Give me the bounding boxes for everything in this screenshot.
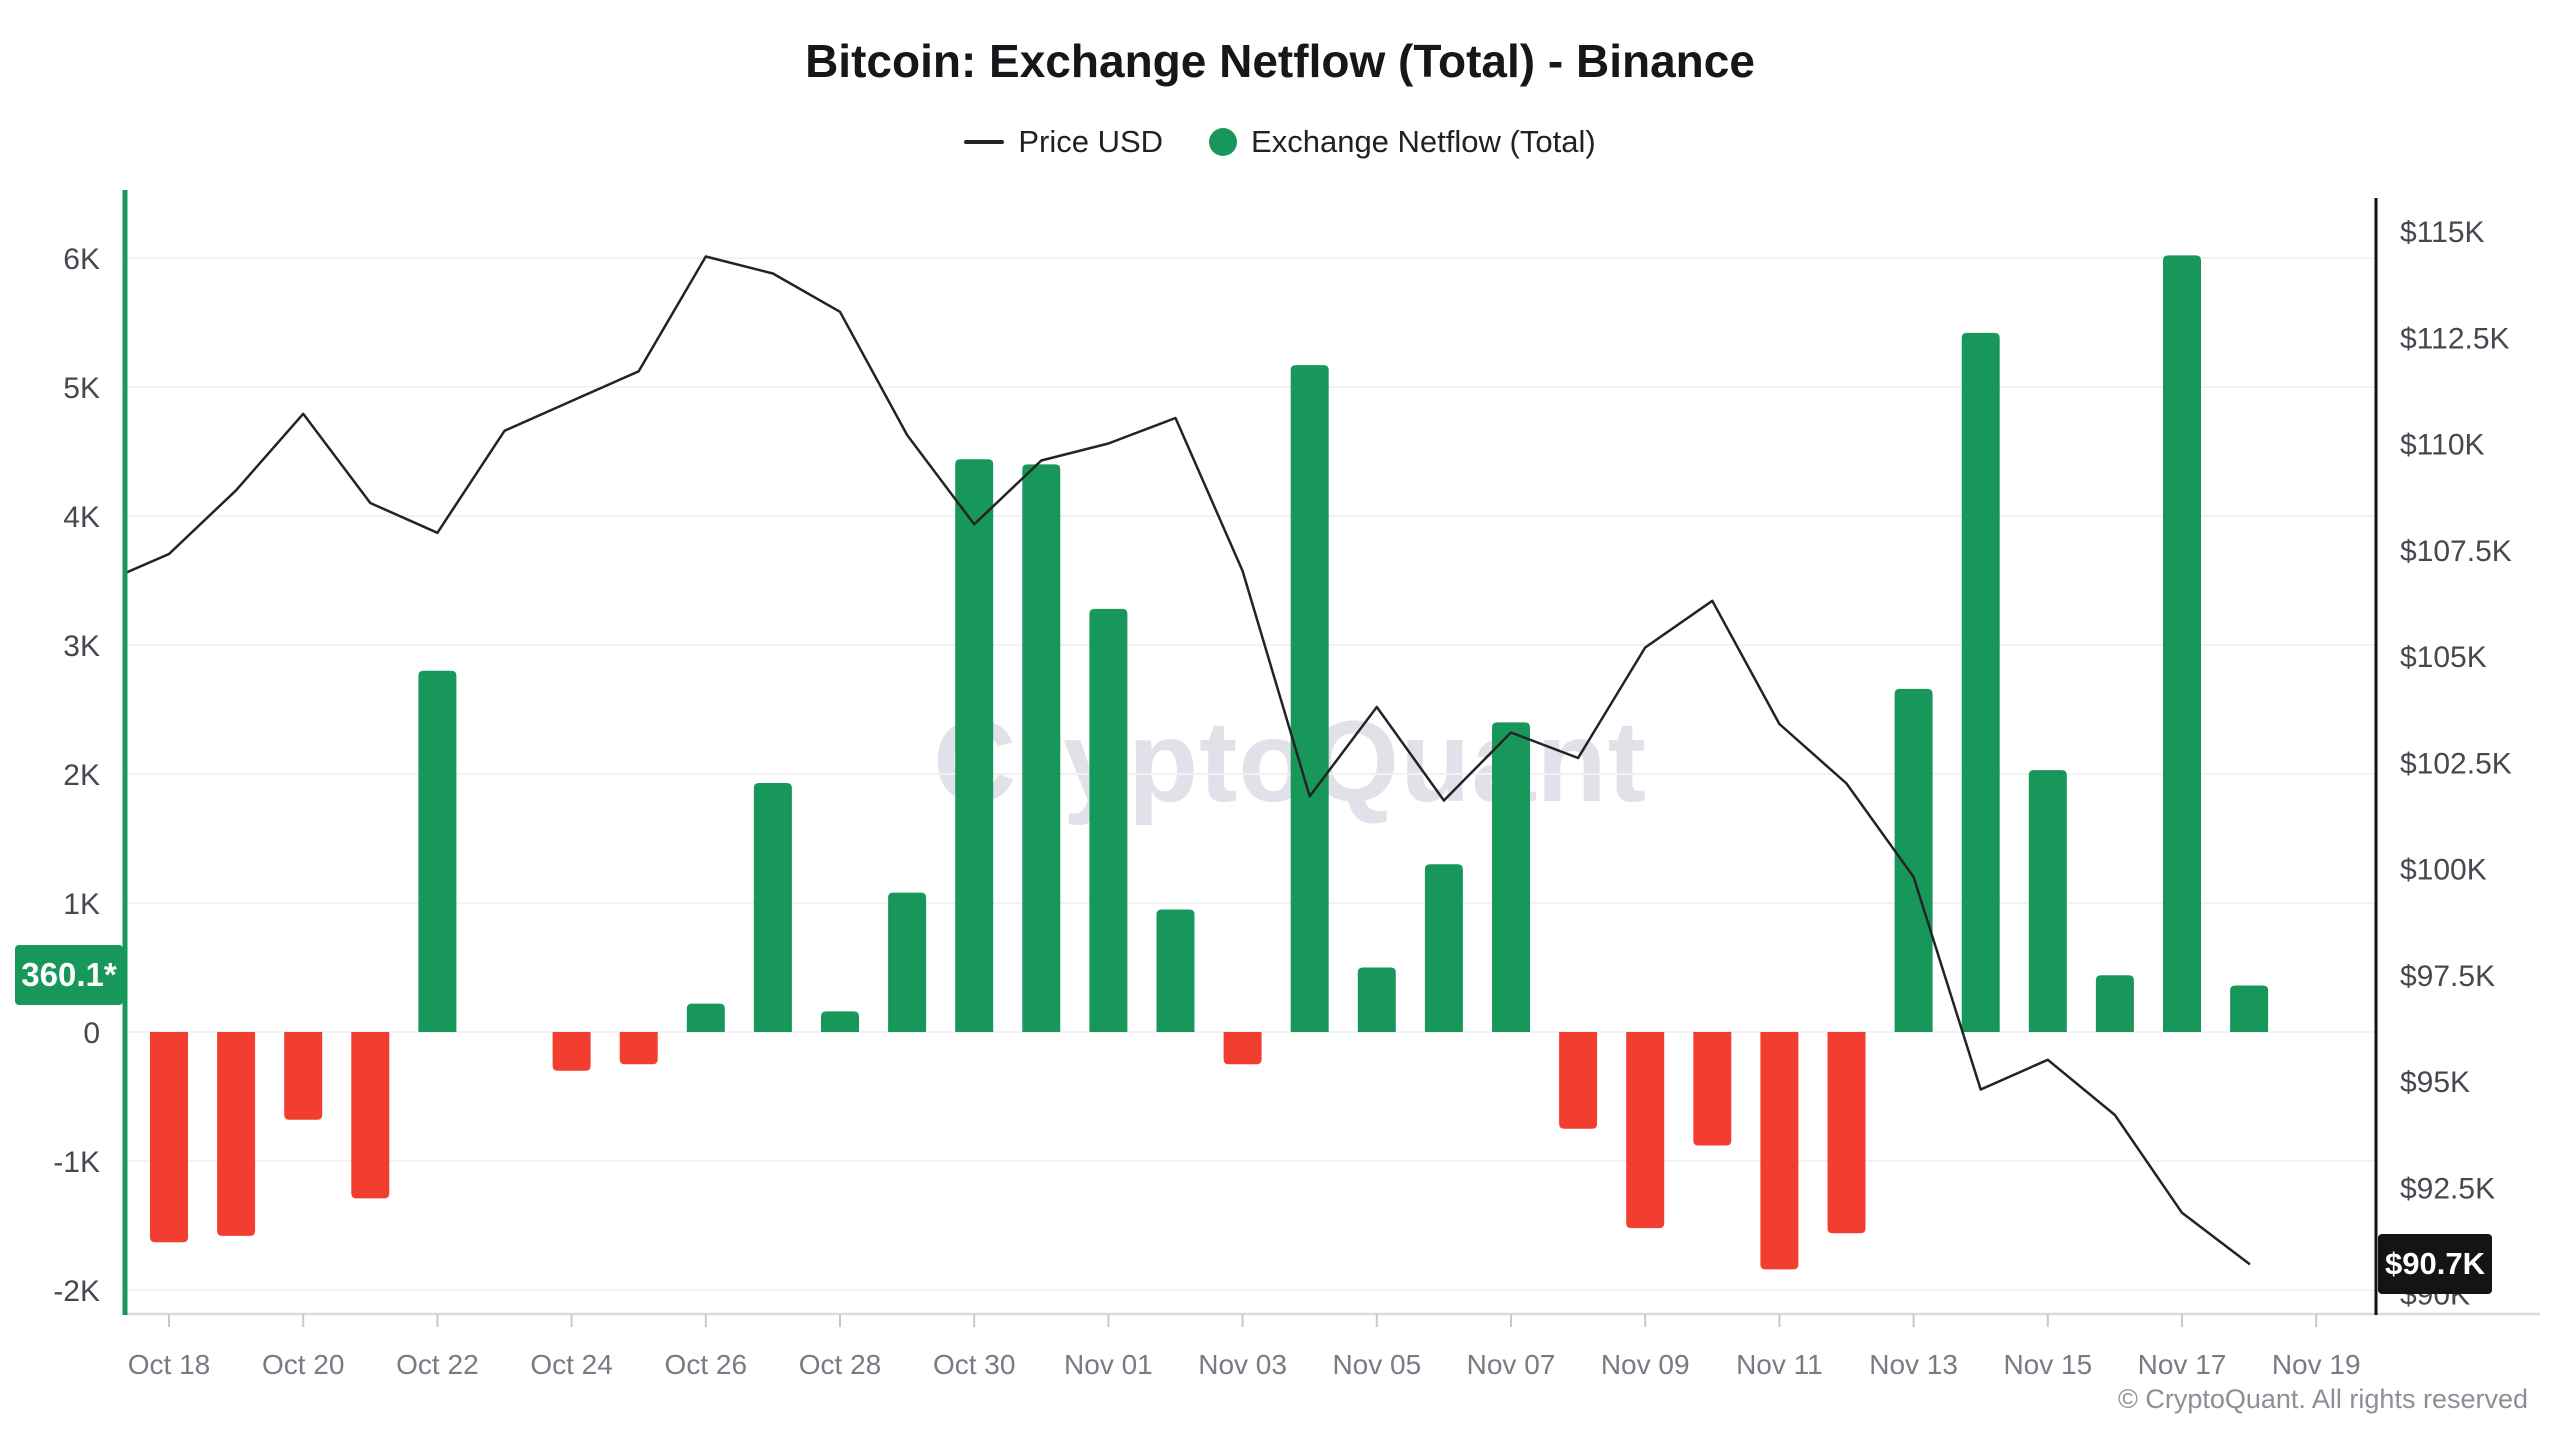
netflow-bar <box>1290 365 1329 1032</box>
netflow-bar <box>821 1011 859 1032</box>
x-tick-label: Oct 20 <box>262 1349 344 1380</box>
netflow-bar <box>1827 1032 1866 1234</box>
right-axis-tick-label: $112.5K <box>2400 322 2510 355</box>
netflow-bar <box>1223 1032 1262 1065</box>
left-axis-tick-label: 3K <box>63 630 100 663</box>
x-tick-label: Nov 01 <box>1064 1349 1153 1380</box>
price-line <box>123 255 2251 1266</box>
x-tick-label: Oct 22 <box>396 1349 478 1380</box>
netflow-bar <box>619 1032 658 1065</box>
left-axis-tick-label: -1K <box>53 1146 100 1179</box>
legend-netflow-label: Exchange Netflow (Total) <box>1251 124 1596 159</box>
copyright-notice: © CryptoQuant. All rights reserved <box>2117 1384 2528 1414</box>
x-tick-label: Oct 30 <box>933 1349 1015 1380</box>
netflow-bar <box>2028 770 2067 1032</box>
netflow-bar <box>955 459 994 1032</box>
netflow-bar <box>284 1032 323 1120</box>
netflow-bar <box>217 1032 256 1236</box>
netflow-bar <box>1894 688 1933 1032</box>
left-axis-tick-label: 1K <box>63 888 100 921</box>
left-axis-tick-label: -2K <box>53 1275 100 1308</box>
netflow-bar <box>418 670 457 1032</box>
netflow-bar <box>753 783 792 1032</box>
x-tick-label: Oct 28 <box>799 1349 881 1380</box>
right-axis-tick-label: $107.5K <box>2400 535 2512 568</box>
latest-netflow-label: 360.1* <box>15 944 123 1005</box>
right-axis-tick-label: $100K <box>2400 854 2487 887</box>
netflow-bar <box>1961 332 2000 1032</box>
right-axis-tick-label: $92.5K <box>2400 1172 2495 1205</box>
netflow-bar <box>1492 722 1530 1032</box>
left-axis-tick-label: 0 <box>83 1017 100 1050</box>
netflow-bar <box>1022 464 1061 1032</box>
netflow-bar <box>1760 1032 1799 1270</box>
legend-item-price[interactable]: Price USD <box>964 124 1163 160</box>
x-tick-label: Nov 15 <box>2003 1349 2092 1380</box>
netflow-bar <box>552 1032 591 1071</box>
chart-title: Bitcoin: Exchange Netflow (Total) - Bina… <box>805 35 1755 87</box>
netflow-bar <box>1156 909 1195 1032</box>
netflow-bar <box>2230 985 2269 1032</box>
legend-price-label: Price USD <box>1018 124 1164 159</box>
right-axis-tick-label: $115K <box>2400 216 2485 249</box>
netflow-bar <box>1626 1032 1665 1229</box>
netflow-bar <box>888 892 927 1032</box>
netflow-bar <box>1089 608 1128 1032</box>
right-axis-tick-label: $105K <box>2400 641 2487 674</box>
price-line-swatch-icon <box>964 140 1005 144</box>
right-axis-tick-label: $97.5K <box>2400 960 2495 993</box>
x-tick-label: Nov 03 <box>1198 1349 1287 1380</box>
left-axis-tick-label: 2K <box>63 759 100 792</box>
netflow-bar <box>1424 864 1463 1032</box>
x-tick-label: Nov 05 <box>1332 1349 1421 1380</box>
netflow-swatch-icon <box>1209 128 1238 156</box>
netflow-bar <box>686 1003 725 1032</box>
x-tick-label: Nov 11 <box>1736 1349 1823 1380</box>
netflow-bar <box>2095 975 2134 1032</box>
legend-item-netflow[interactable]: Exchange Netflow (Total) <box>1209 124 1596 160</box>
x-tick-label: Nov 07 <box>1467 1349 1556 1380</box>
left-axis-tick-label: 4K <box>63 501 100 534</box>
netflow-bar <box>351 1032 390 1199</box>
legend: Price USD Exchange Netflow (Total) <box>0 124 2560 160</box>
netflow-bar <box>1357 967 1396 1032</box>
right-axis-tick-label: $102.5K <box>2400 747 2512 780</box>
right-axis-tick-label: $110K <box>2400 429 2485 462</box>
netflow-bar <box>1559 1032 1598 1129</box>
right-axis-tick-label: $95K <box>2400 1066 2470 1099</box>
x-tick-label: Oct 18 <box>128 1349 210 1380</box>
netflow-bar <box>150 1032 188 1243</box>
x-tick-label: Oct 24 <box>530 1349 612 1380</box>
left-axis-tick-label: 5K <box>63 372 100 405</box>
netflow-bar <box>2163 255 2201 1033</box>
left-axis-tick-label: 6K <box>63 243 100 276</box>
x-tick-label: Nov 17 <box>2138 1349 2227 1380</box>
latest-price-label: $90.7K <box>2378 1233 2492 1294</box>
x-tick-label: Nov 19 <box>2272 1349 2361 1380</box>
x-tick-label: Oct 26 <box>665 1349 747 1380</box>
x-tick-label: Nov 13 <box>1869 1349 1958 1380</box>
netflow-bar <box>1693 1032 1732 1146</box>
x-tick-label: Nov 09 <box>1601 1349 1690 1380</box>
